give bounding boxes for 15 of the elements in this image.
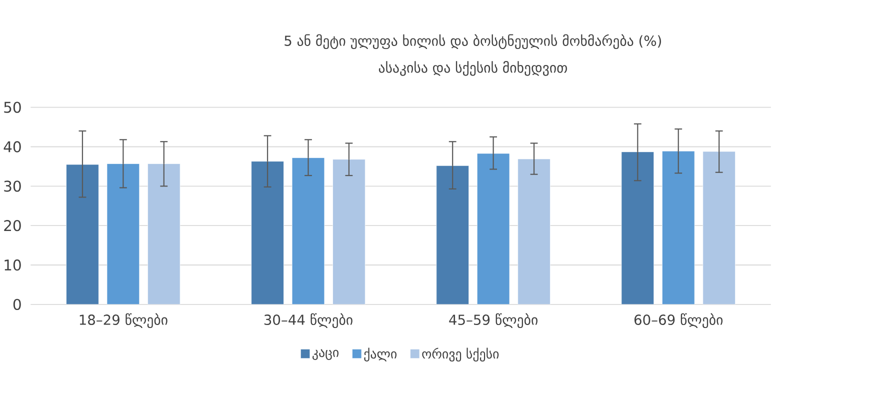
x-tick-label: 60–69 წლები <box>634 313 723 328</box>
y-tick-label: 0 <box>13 298 21 310</box>
chart-subtitle: ასაკისა და სქესის მიხედვით <box>378 61 567 76</box>
chart-title: 5 ან მეტი ულუფა ხილის და ბოსტნეულის მოხმარება (%) <box>284 34 662 50</box>
y-tick-label: 10 <box>4 260 21 271</box>
x-tick-label: 45–59 წლები <box>449 313 538 328</box>
legend-label: კაცი <box>312 349 338 360</box>
legend-label: ქალი <box>364 348 396 362</box>
y-tick-label: 50 <box>4 102 21 113</box>
legend-label: ორივე სქესი <box>422 348 499 362</box>
y-tick-label: 40 <box>4 141 21 152</box>
y-tick-label: 20 <box>4 220 21 232</box>
x-tick-label: 18–29 წლები <box>80 313 168 328</box>
y-tick-label: 30 <box>4 180 21 192</box>
x-tick-label: 30–44 წლები <box>264 313 352 328</box>
